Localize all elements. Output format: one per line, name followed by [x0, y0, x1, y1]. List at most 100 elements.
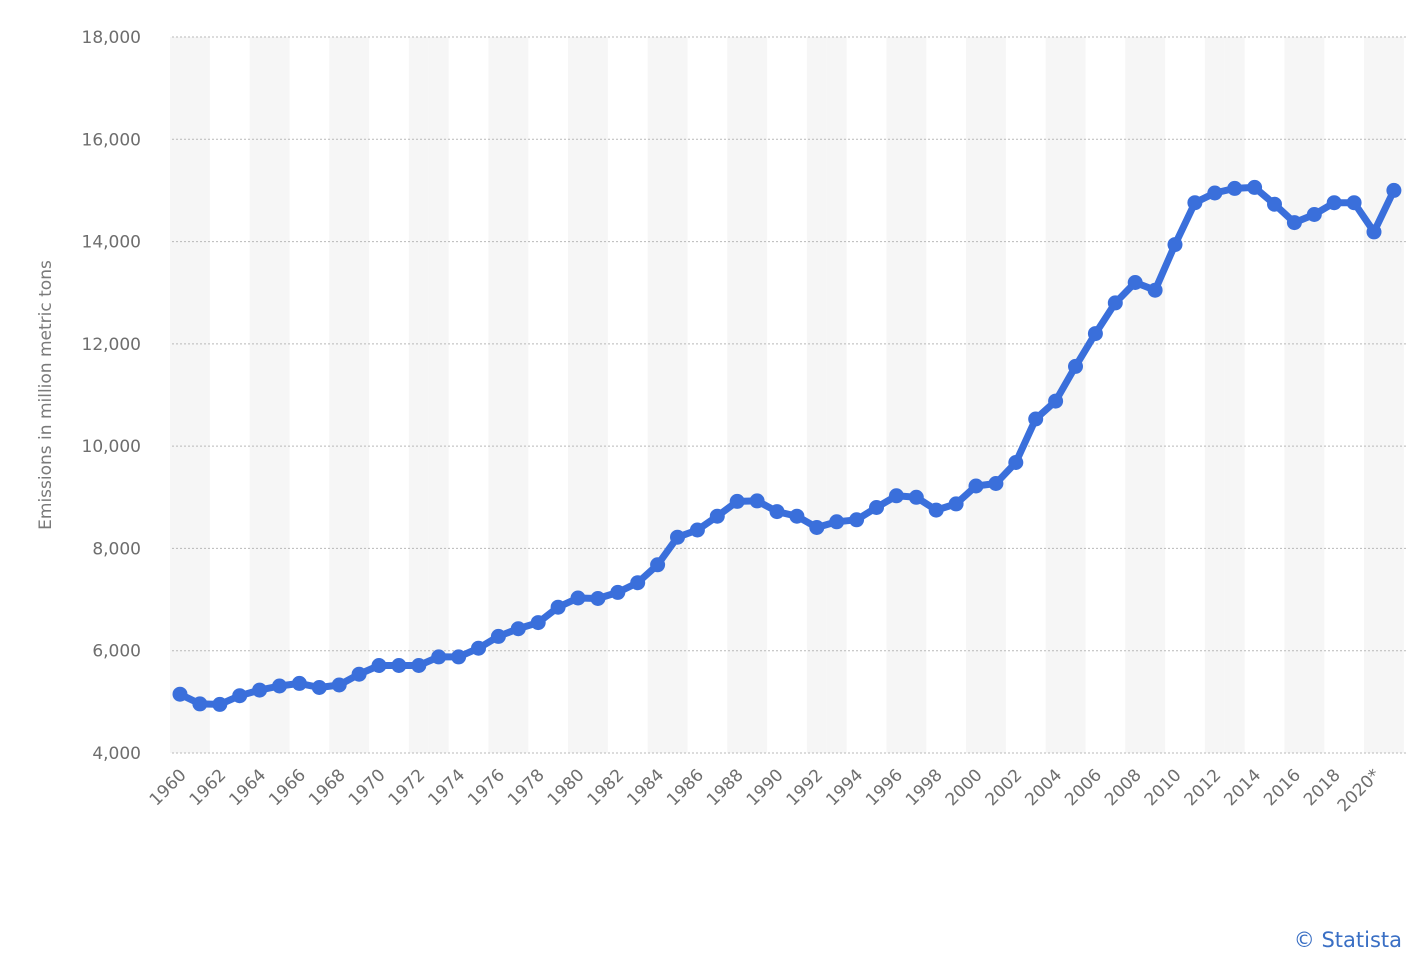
data-point[interactable] [1227, 180, 1243, 196]
x-tick-label: 1986 [663, 765, 708, 810]
data-point[interactable] [1167, 237, 1183, 253]
data-point[interactable] [1346, 195, 1362, 211]
data-point[interactable] [212, 696, 228, 712]
data-point[interactable] [769, 504, 785, 520]
data-point[interactable] [829, 514, 845, 530]
year-bands [170, 37, 1404, 753]
year-band [269, 37, 290, 753]
year-band [249, 37, 270, 753]
data-point[interactable] [948, 496, 964, 512]
data-point[interactable] [172, 686, 188, 702]
x-tick-label: 1998 [902, 765, 947, 810]
data-point[interactable] [630, 575, 646, 591]
x-tick-label: 2016 [1260, 765, 1305, 810]
x-tick-label: 2014 [1220, 765, 1265, 810]
data-point[interactable] [1147, 282, 1163, 298]
year-band [985, 37, 1006, 753]
y-tick-label: 16,000 [82, 130, 141, 150]
data-point[interactable] [650, 557, 666, 573]
data-point[interactable] [530, 615, 546, 631]
data-point[interactable] [689, 522, 705, 538]
data-point[interactable] [1306, 207, 1322, 222]
data-point[interactable] [351, 666, 367, 682]
data-point[interactable] [471, 640, 486, 656]
y-tick-label: 8,000 [92, 539, 141, 559]
x-tick-label: 2002 [982, 765, 1027, 810]
statista-credit-link[interactable]: © Statista [1293, 928, 1402, 952]
data-point[interactable] [431, 649, 447, 665]
data-point[interactable] [1247, 179, 1263, 195]
data-point[interactable] [590, 591, 606, 606]
data-point[interactable] [888, 488, 904, 504]
data-point[interactable] [411, 658, 427, 673]
data-point[interactable] [1286, 215, 1302, 231]
x-tick-label: 1962 [186, 765, 231, 810]
data-point[interactable] [570, 590, 586, 606]
x-tick-label: 1966 [265, 765, 310, 810]
year-band [667, 37, 688, 753]
data-point[interactable] [1207, 185, 1223, 201]
y-axis-tick-labels: 4,000 6,000 8,000 10,000 12,000 14,000 16,000 1… [82, 28, 141, 764]
year-band [488, 37, 509, 753]
data-point[interactable] [968, 478, 984, 494]
x-tick-label: 1988 [703, 765, 748, 810]
y-tick-label: 10,000 [82, 437, 141, 457]
data-point[interactable] [729, 493, 745, 509]
data-point[interactable] [849, 512, 865, 528]
data-point[interactable] [1187, 195, 1203, 211]
data-point[interactable] [1008, 455, 1024, 470]
year-band [170, 37, 190, 753]
data-point[interactable] [1366, 224, 1382, 240]
data-point[interactable] [908, 489, 924, 505]
x-tick-label: 2004 [1021, 765, 1066, 810]
y-axis-title: Emissions in million metric tons [36, 260, 56, 530]
data-point[interactable] [1048, 393, 1064, 409]
y-tick-label: 18,000 [82, 28, 141, 48]
data-point[interactable] [510, 621, 526, 637]
x-tick-label: 1970 [345, 765, 390, 810]
data-point[interactable] [1087, 326, 1103, 342]
data-point[interactable] [391, 658, 407, 673]
data-point[interactable] [1127, 275, 1143, 290]
year-band [1204, 37, 1225, 753]
data-point[interactable] [1028, 411, 1044, 427]
data-point[interactable] [749, 493, 765, 509]
data-point[interactable] [550, 599, 566, 615]
data-point[interactable] [1107, 295, 1123, 311]
data-point[interactable] [1326, 195, 1342, 211]
data-point[interactable] [311, 680, 327, 695]
data-point[interactable] [232, 688, 248, 704]
data-point[interactable] [252, 682, 268, 698]
x-tick-label: 2000 [942, 765, 987, 810]
x-tick-label: 2010 [1141, 765, 1186, 810]
data-point[interactable] [1068, 358, 1083, 374]
year-band [806, 37, 827, 753]
x-tick-label: 1960 [146, 765, 191, 810]
y-tick-label: 12,000 [82, 335, 141, 355]
data-point[interactable] [1267, 196, 1282, 212]
data-point[interactable] [670, 529, 685, 545]
year-band [886, 37, 907, 753]
data-point[interactable] [291, 675, 307, 691]
data-point[interactable] [490, 628, 506, 644]
data-point[interactable] [192, 696, 208, 712]
gridlines [172, 36, 1408, 754]
data-point[interactable] [272, 678, 287, 694]
data-point[interactable] [451, 649, 467, 665]
data-point[interactable] [809, 520, 825, 535]
data-point[interactable] [928, 502, 944, 518]
x-tick-label: 1980 [544, 765, 589, 810]
data-point[interactable] [988, 476, 1004, 491]
data-point[interactable] [709, 508, 725, 524]
year-band [1364, 37, 1384, 753]
data-point[interactable] [1386, 182, 1402, 198]
data-point[interactable] [371, 658, 387, 673]
data-point[interactable] [331, 677, 347, 693]
data-point[interactable] [869, 500, 884, 515]
x-tick-label: 1968 [305, 765, 350, 810]
x-tick-label: 1964 [225, 765, 270, 810]
data-point[interactable] [789, 508, 805, 524]
data-point[interactable] [610, 584, 626, 600]
year-band [1145, 37, 1166, 753]
year-band [1065, 37, 1086, 753]
